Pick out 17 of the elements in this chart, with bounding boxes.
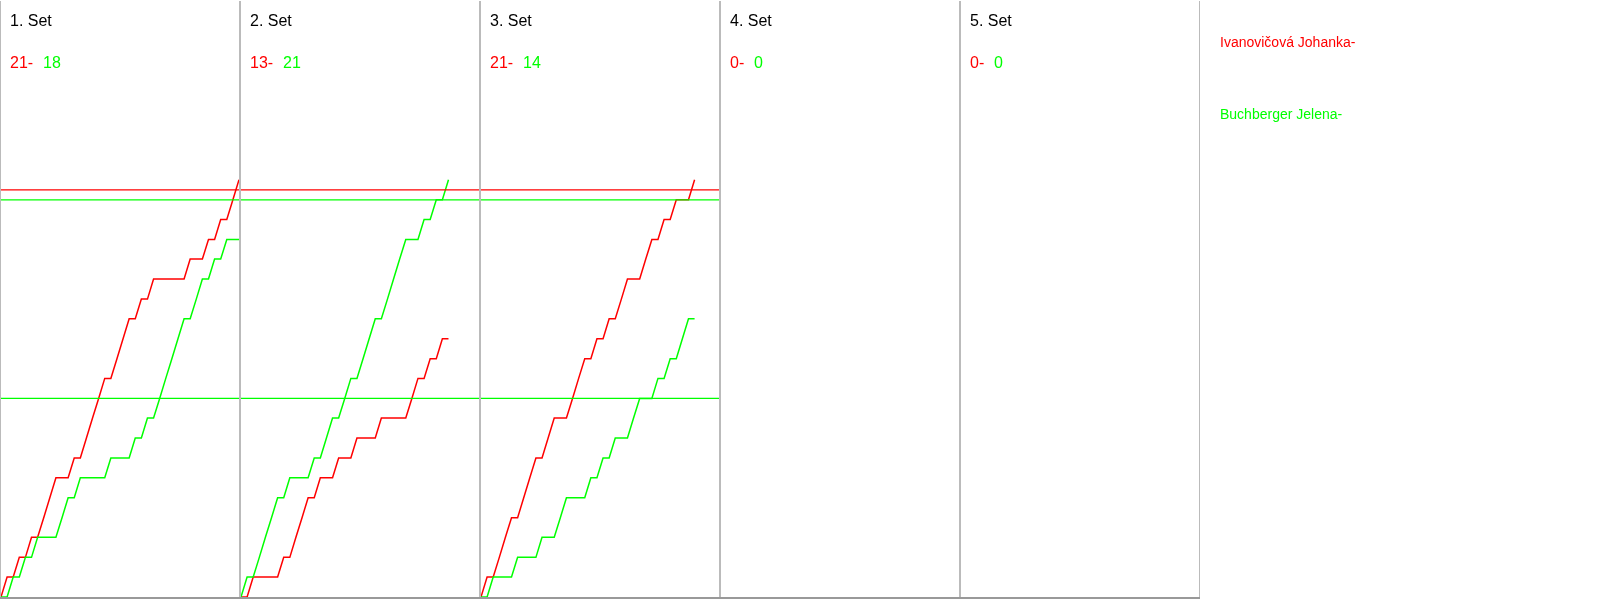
text: 4. Set	[730, 12, 773, 29]
chart-title: 3. Set	[490, 12, 533, 29]
text: 0-	[970, 54, 985, 71]
text: 21-	[10, 54, 34, 71]
text: 0	[994, 54, 1003, 71]
text: 0-	[730, 54, 745, 71]
text: 13-	[250, 54, 274, 71]
chart-title: 2. Set	[250, 12, 293, 29]
text: 21-	[490, 54, 514, 71]
text: 14	[523, 54, 541, 71]
text: Buchberger Jelena-	[1220, 106, 1343, 122]
text: 5. Set	[970, 12, 1013, 29]
text: 21	[283, 54, 301, 71]
chart-title: 1. Set	[10, 12, 53, 29]
text: 18	[43, 54, 61, 71]
text: Ivanovičová Johanka-	[1220, 34, 1356, 50]
text: 0	[754, 54, 763, 71]
